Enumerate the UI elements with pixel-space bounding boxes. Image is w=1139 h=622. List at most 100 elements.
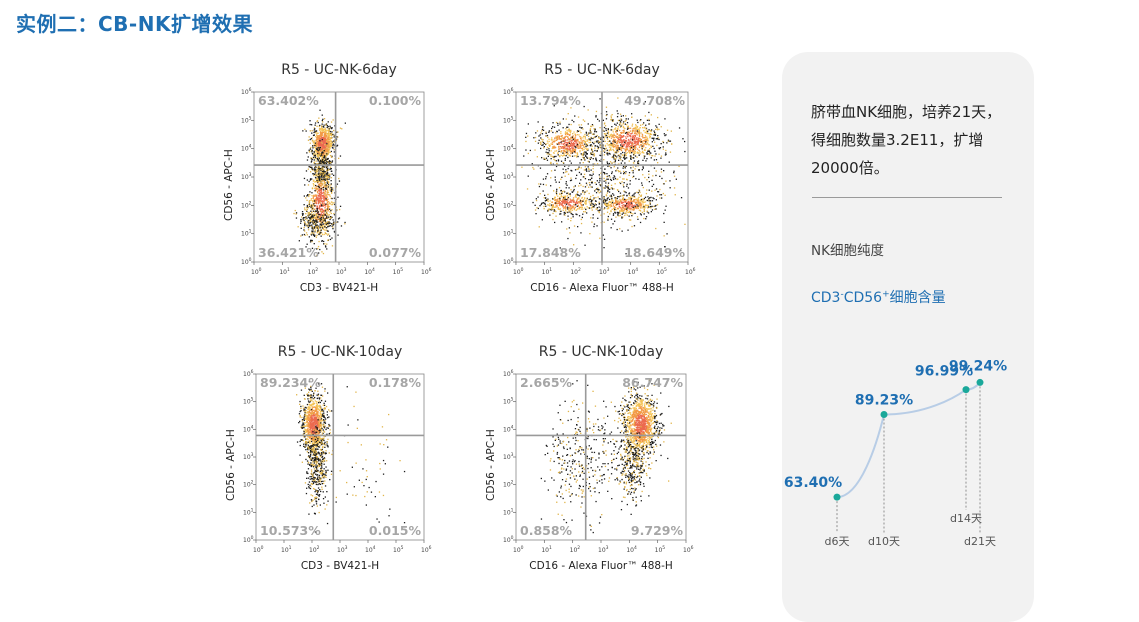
y-tick-label: 100 — [503, 535, 514, 544]
y-tick-label: 105 — [241, 115, 252, 124]
y-tick-label: 101 — [503, 507, 514, 516]
trend-category-label: d10天 — [868, 535, 900, 548]
quadrant-ll-value: 10.573% — [260, 523, 321, 538]
x-tick-label: 106 — [421, 267, 432, 276]
y-tick-label: 103 — [503, 172, 514, 181]
y-axis-label: CD56 - APC-H — [485, 149, 497, 221]
quadrant-lr-value: 0.077% — [369, 245, 422, 260]
quadrant-ul-value: 63.402% — [258, 93, 319, 108]
plot-title: R5 - UC-NK-6day — [516, 62, 688, 78]
flow-plot-1: 1001001011011021021031031041041051051061… — [230, 86, 440, 278]
x-tick-label: 100 — [251, 267, 262, 276]
x-axis-label: CD16 - Alexa Fluor™ 488-H — [506, 560, 696, 572]
x-tick-label: 100 — [513, 267, 524, 276]
y-tick-label: 104 — [503, 424, 514, 433]
trend-value-label: 63.40% — [784, 475, 842, 491]
y-tick-label: 106 — [503, 369, 514, 378]
trend-value-label: 89.23% — [855, 392, 913, 408]
quadrant-ur-value: 0.100% — [369, 93, 422, 108]
trend-point — [977, 379, 984, 386]
divider — [812, 197, 1002, 198]
purity-label: NK细胞纯度 — [811, 239, 884, 259]
y-axis-label: CD56 - APC-H — [485, 429, 497, 501]
quadrant-ul-value: 13.794% — [520, 93, 581, 108]
y-tick-label: 100 — [241, 257, 252, 266]
y-tick-label: 101 — [243, 507, 254, 516]
flow-plot-3: 1001001011011021021031031041041051051061… — [232, 368, 440, 556]
x-tick-label: 102 — [308, 267, 319, 276]
quadrant-ur-value: 0.178% — [369, 375, 422, 390]
quadrant-lr-value: 18.649% — [624, 245, 685, 260]
y-tick-label: 102 — [503, 200, 514, 209]
quadrant-ul-value: 2.665% — [520, 375, 573, 390]
y-tick-label: 102 — [503, 480, 514, 489]
x-tick-label: 102 — [570, 545, 581, 554]
content-label: CD3-CD56+细胞含量 — [811, 287, 946, 307]
y-axis-label: CD56 - APC-H — [225, 429, 237, 501]
x-tick-label: 103 — [337, 545, 348, 554]
y-tick-label: 104 — [243, 424, 254, 433]
quadrant-ll-value: 17.848% — [520, 245, 581, 260]
quadrant-lr-value: 0.015% — [369, 523, 422, 538]
x-tick-label: 106 — [685, 267, 696, 276]
y-tick-label: 102 — [241, 200, 252, 209]
x-tick-label: 105 — [393, 545, 404, 554]
x-tick-label: 101 — [542, 267, 553, 276]
page-title: 实例二：CB-NK扩增效果 — [16, 8, 253, 37]
x-tick-label: 100 — [253, 545, 264, 554]
quadrant-ur-value: 49.708% — [624, 93, 685, 108]
content-label-cd3: CD3 — [811, 290, 840, 306]
x-tick-label: 104 — [626, 545, 637, 554]
trend-point — [881, 411, 888, 418]
x-tick-label: 102 — [309, 545, 320, 554]
x-tick-label: 103 — [598, 545, 609, 554]
y-tick-label: 106 — [503, 87, 514, 96]
quadrant-lr-value: 9.729% — [631, 523, 684, 538]
trend-category-label: d6天 — [825, 535, 850, 548]
y-tick-label: 101 — [503, 229, 514, 238]
content-label-cd56: CD56 — [844, 290, 882, 306]
plot-frame — [254, 92, 424, 262]
x-axis-label: CD16 - Alexa Fluor™ 488-H — [506, 282, 698, 294]
quadrant-ll-value: 36.421% — [258, 245, 319, 260]
x-tick-label: 101 — [281, 545, 292, 554]
y-tick-label: 104 — [241, 144, 252, 153]
y-tick-label: 100 — [503, 257, 514, 266]
content-label-cd56-sup: + — [882, 289, 890, 299]
x-tick-label: 105 — [393, 267, 404, 276]
x-tick-label: 104 — [628, 267, 639, 276]
x-axis-label: CD3 - BV421-H — [244, 282, 434, 294]
x-tick-label: 104 — [364, 267, 375, 276]
plot-title: R5 - UC-NK-10day — [256, 344, 424, 360]
x-tick-label: 100 — [513, 545, 524, 554]
x-tick-label: 105 — [655, 545, 666, 554]
y-tick-label: 102 — [243, 480, 254, 489]
trend-point — [963, 386, 970, 393]
trend-value-label: 99.24% — [949, 358, 1007, 374]
flow-plot-4: 1001001011011021021031031041041051051061… — [492, 368, 702, 556]
quadrant-ul-value: 89.234% — [260, 375, 321, 390]
x-tick-label: 104 — [365, 545, 376, 554]
quadrant-ur-value: 86.747% — [622, 375, 683, 390]
trend-category-label: d14天 — [950, 512, 982, 525]
x-tick-label: 102 — [570, 267, 581, 276]
y-tick-label: 104 — [503, 144, 514, 153]
x-tick-label: 103 — [336, 267, 347, 276]
x-tick-label: 106 — [683, 545, 694, 554]
x-tick-label: 103 — [599, 267, 610, 276]
x-tick-label: 101 — [279, 267, 290, 276]
y-tick-label: 103 — [241, 172, 252, 181]
quadrant-ll-value: 0.858% — [520, 523, 573, 538]
y-tick-label: 105 — [243, 397, 254, 406]
y-axis-label: CD56 - APC-H — [223, 149, 235, 221]
description-text: 脐带血NK细胞，培养21天，得细胞数量3.2E11，扩增20000倍。 — [811, 98, 1016, 182]
x-axis-label: CD3 - BV421-H — [246, 560, 434, 572]
y-tick-label: 100 — [243, 535, 254, 544]
x-tick-label: 105 — [656, 267, 667, 276]
y-tick-label: 106 — [243, 369, 254, 378]
y-tick-label: 106 — [241, 87, 252, 96]
y-tick-label: 103 — [503, 452, 514, 461]
trend-category-label: d21天 — [964, 535, 996, 548]
y-tick-label: 105 — [503, 397, 514, 406]
